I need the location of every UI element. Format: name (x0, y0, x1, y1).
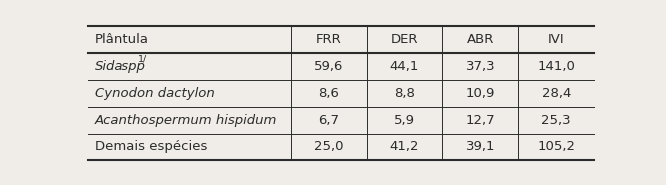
Text: 8,8: 8,8 (394, 87, 415, 100)
Text: Acanthospermum hispidum: Acanthospermum hispidum (95, 114, 277, 127)
Text: spp: spp (117, 60, 145, 73)
Text: DER: DER (391, 33, 418, 46)
Text: 105,2: 105,2 (537, 140, 575, 154)
Text: 28,4: 28,4 (541, 87, 571, 100)
Text: 5,9: 5,9 (394, 114, 415, 127)
Text: Cynodon dactylon: Cynodon dactylon (95, 87, 214, 100)
Text: ABR: ABR (467, 33, 494, 46)
Text: 41,2: 41,2 (390, 140, 420, 154)
Text: 8,6: 8,6 (318, 87, 339, 100)
Text: Sida: Sida (95, 60, 123, 73)
Text: 10,9: 10,9 (466, 87, 495, 100)
Text: 6,7: 6,7 (318, 114, 339, 127)
Text: 44,1: 44,1 (390, 60, 419, 73)
Text: FRR: FRR (316, 33, 342, 46)
Text: 25,3: 25,3 (541, 114, 571, 127)
Text: Plântula: Plântula (95, 33, 149, 46)
Text: 59,6: 59,6 (314, 60, 344, 73)
Text: 25,0: 25,0 (314, 140, 344, 154)
Text: IVI: IVI (548, 33, 565, 46)
Text: 1/: 1/ (139, 55, 148, 64)
Text: 39,1: 39,1 (466, 140, 496, 154)
Text: 141,0: 141,0 (537, 60, 575, 73)
Text: 12,7: 12,7 (466, 114, 496, 127)
Text: Demais espécies: Demais espécies (95, 140, 207, 154)
Text: 37,3: 37,3 (466, 60, 496, 73)
